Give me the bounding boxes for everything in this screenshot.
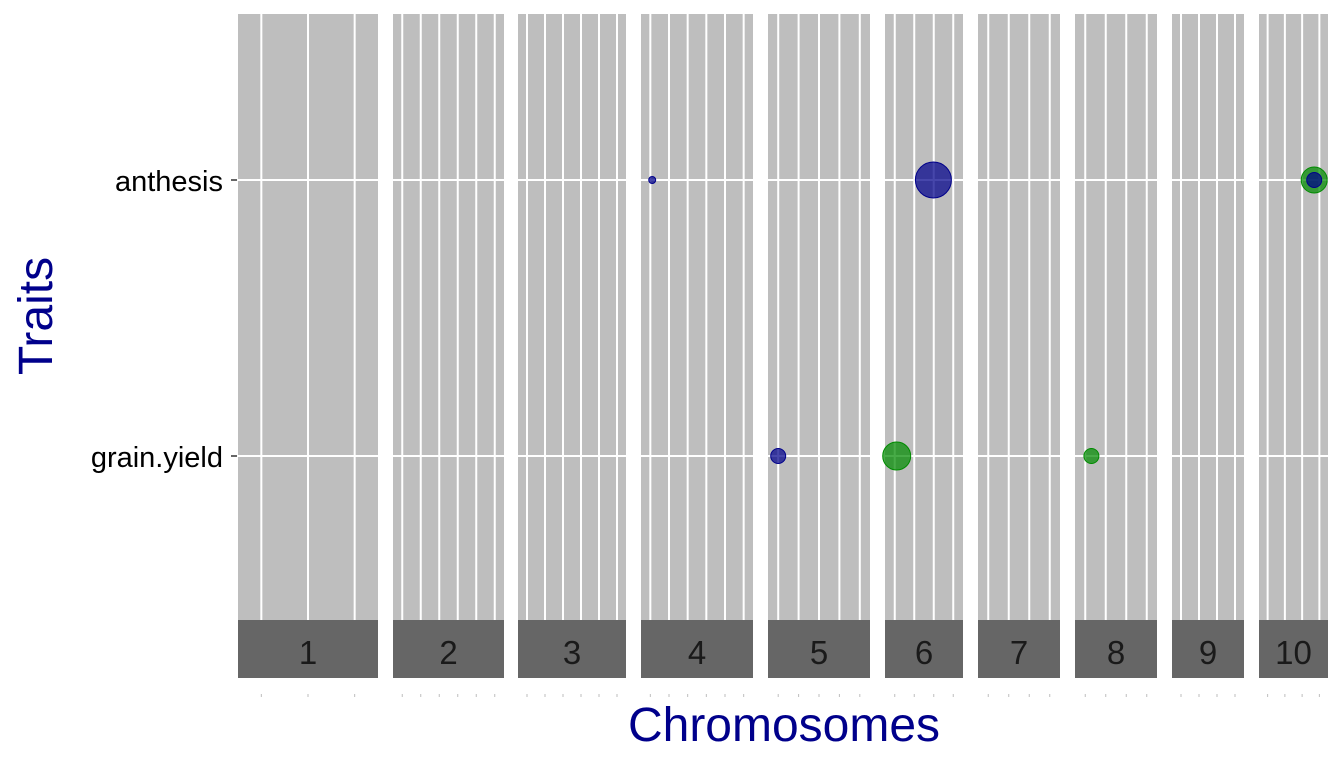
y-axis-ticks: grain.yield anthesis [91,166,237,474]
facet-panel-10 [1259,14,1328,620]
facet-strip-label: 3 [563,634,581,671]
facet-strip-label: 7 [1010,634,1028,671]
facet-strip-7 [978,620,1060,678]
facet-strip-1 [238,620,378,678]
facet-strip-label: 2 [439,634,457,671]
trait-point [1306,172,1323,188]
x-axis-title: Chromosomes [628,699,940,752]
y-tick-label: grain.yield [91,442,223,474]
facet-strip-6 [885,620,963,678]
facet-strip-label: 5 [810,634,828,671]
facet-strip-2 [393,620,504,678]
facet-strip-8 [1075,620,1157,678]
facet-panels: 1 2 3 4 5 6 7 8 9 10 [238,14,1328,697]
trait-points [648,161,1328,471]
facet-panel-9 [1172,14,1244,620]
facet-strip-label: 4 [688,634,706,671]
trait-point [882,441,912,471]
y-axis-title: Traits [10,257,63,375]
trait-point [1083,448,1100,464]
facet-strip-label: 10 [1275,634,1312,671]
facet-strip-label: 8 [1107,634,1125,671]
facet-strip-9 [1172,620,1244,678]
facet-strip-label: 9 [1199,634,1217,671]
facet-strip-10 [1259,620,1328,678]
facet-panel-6 [885,14,963,620]
facet-panel-2 [393,14,504,620]
y-tick-label: anthesis [115,166,223,198]
facet-strip-label: 1 [299,634,317,671]
facet-panel-7 [978,14,1060,620]
trait-point [914,161,952,199]
facet-strip-3 [518,620,626,678]
facet-strip-4 [641,620,753,678]
facet-strip-5 [768,620,870,678]
facet-panel-8 [1075,14,1157,620]
trait-point [648,176,657,184]
facet-strip-label: 6 [915,634,933,671]
trait-point [770,448,787,464]
facet-panel-3 [518,14,626,620]
facet-panel-4 [641,14,753,620]
